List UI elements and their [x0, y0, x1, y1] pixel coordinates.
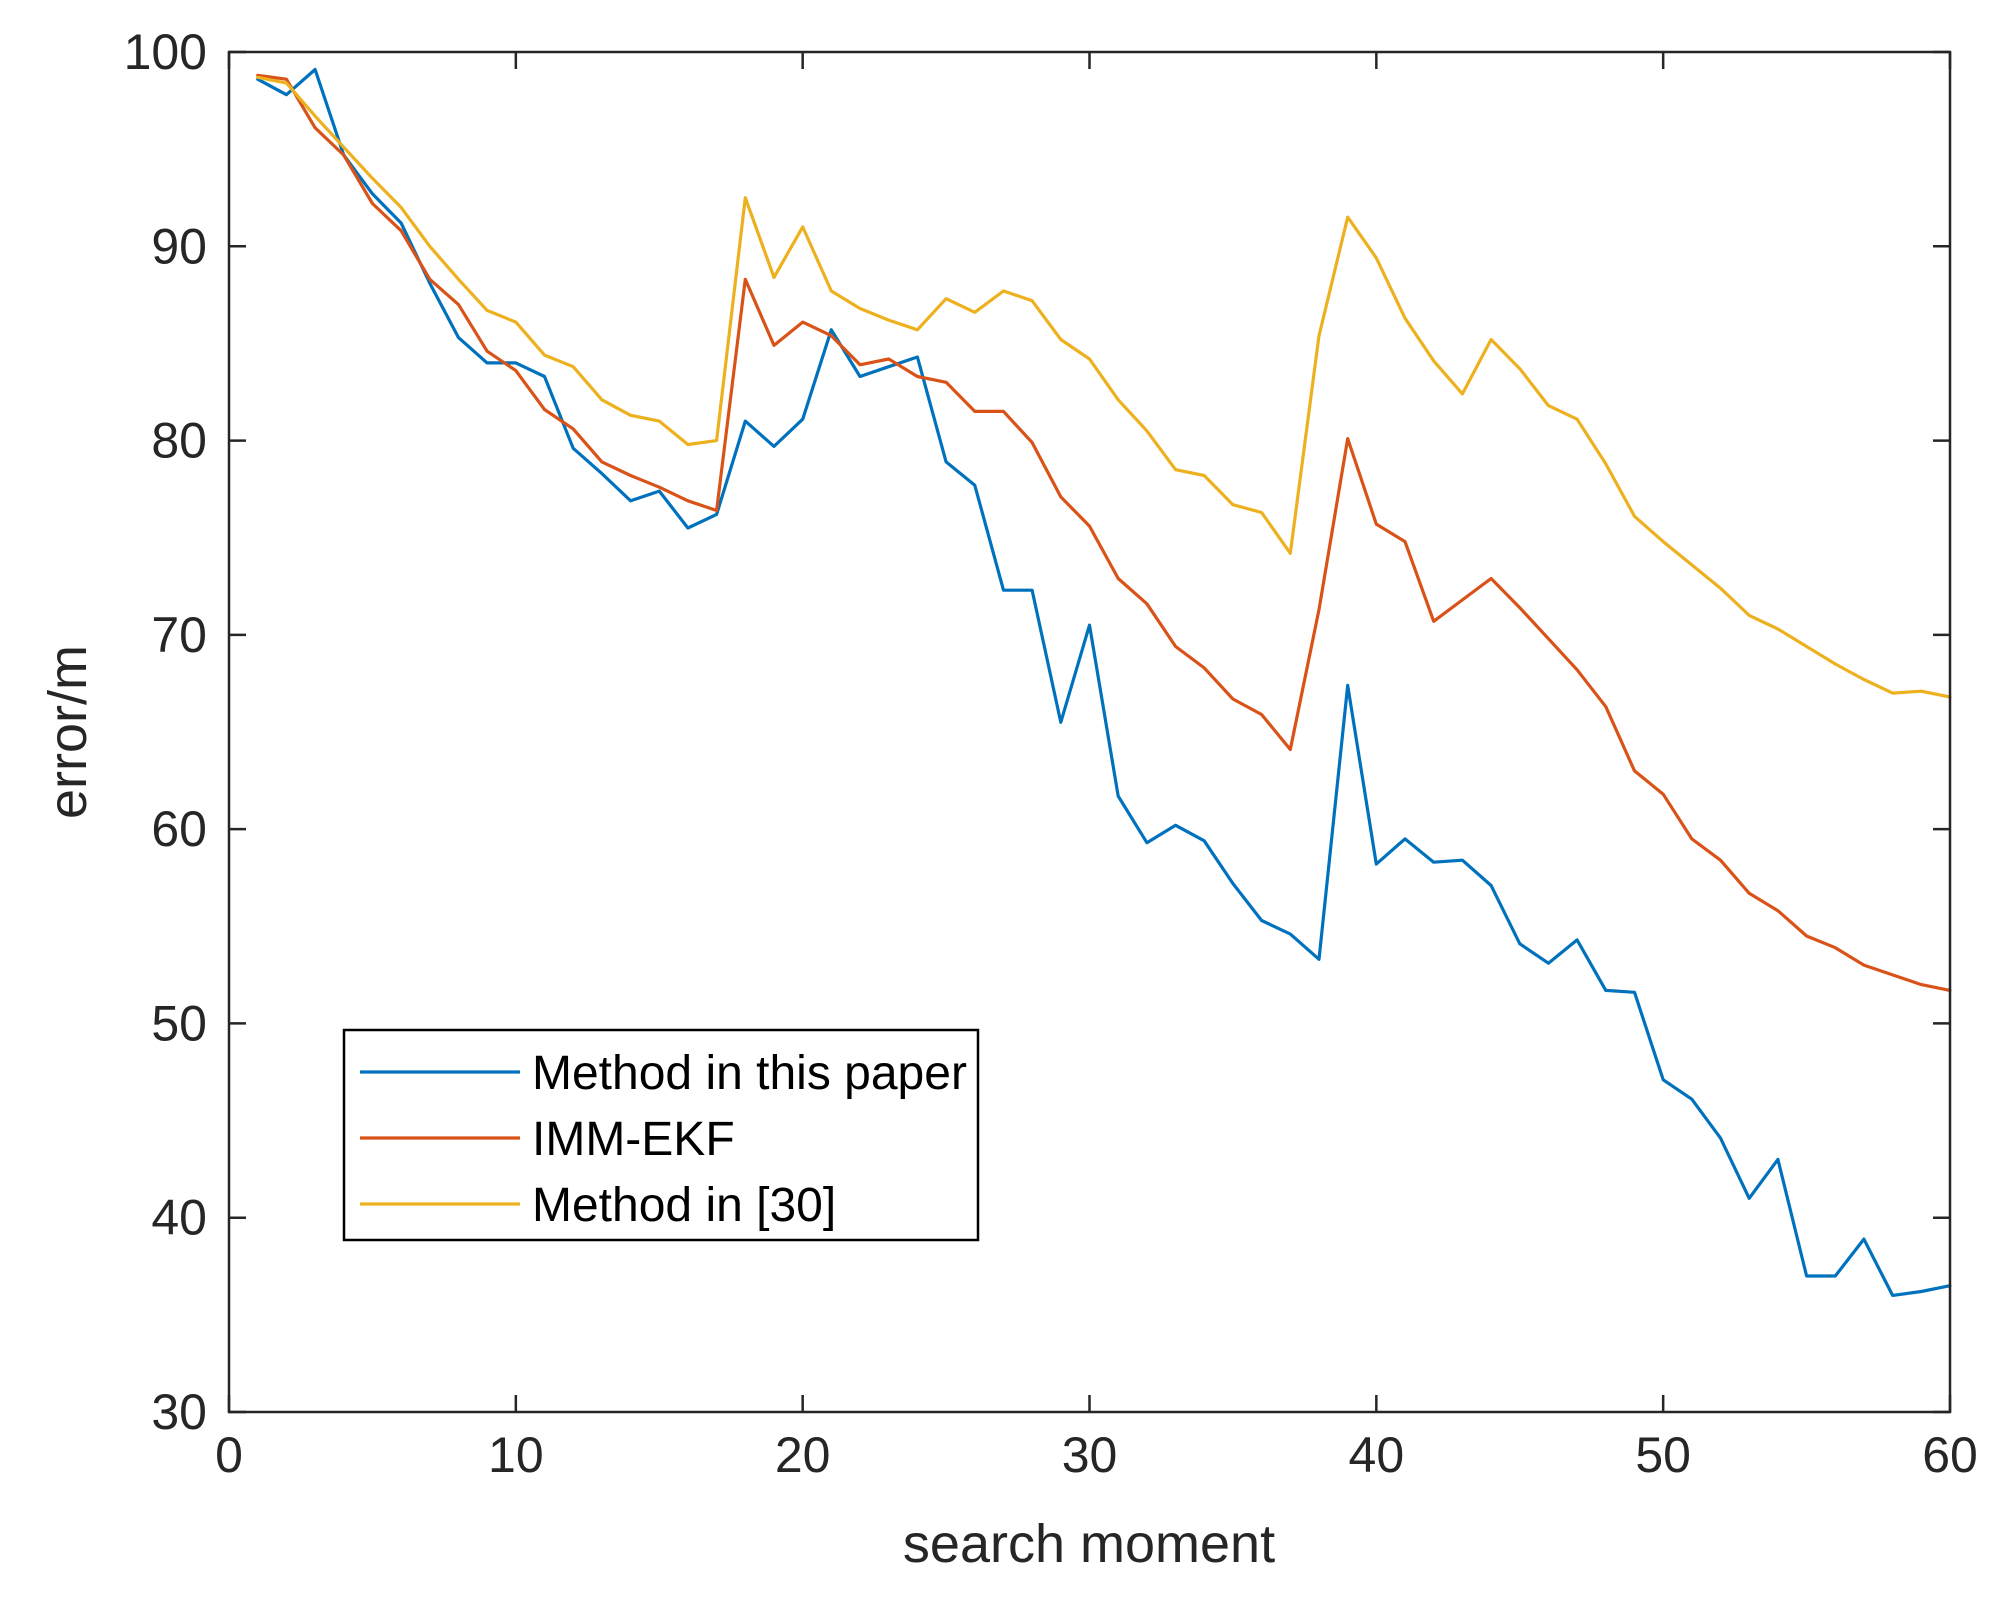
- x-tick-label: 50: [1635, 1427, 1691, 1483]
- x-tick-label: 60: [1922, 1427, 1978, 1483]
- y-tick-label: 60: [151, 801, 207, 857]
- legend-entries: Method in this paper IMM-EKF Method in [30…: [360, 1047, 967, 1232]
- x-tick-label: 20: [775, 1427, 831, 1483]
- y-tick-label: 40: [151, 1190, 207, 1246]
- y-tick-label: 80: [151, 413, 207, 469]
- legend: Method in this paper IMM-EKF Method in [30…: [342, 1028, 980, 1242]
- y-tick-label: 100: [124, 24, 207, 80]
- x-axis-title: search moment: [903, 1514, 1275, 1574]
- plot-frame: [227, 50, 1952, 1414]
- y-tick-label: 70: [151, 607, 207, 663]
- legend-label-1: Method in this paper: [532, 1047, 967, 1100]
- tick-labels: 0 10 20 30 40 50 60 30 40 50 60 70 80 90 100: [124, 24, 1978, 1483]
- x-tick-label: 0: [215, 1427, 243, 1483]
- x-tick-label: 40: [1349, 1427, 1405, 1483]
- y-tick-label: 50: [151, 995, 207, 1051]
- x-tick-label: 10: [488, 1427, 544, 1483]
- y-axis-title: error/m: [38, 645, 98, 819]
- legend-label-3: Method in [30]: [532, 1179, 836, 1232]
- series-line-3: [256, 75, 1952, 699]
- series-line-2: [256, 73, 1952, 993]
- series-line-1: [256, 67, 1952, 1298]
- legend-label-2: IMM-EKF: [532, 1113, 735, 1166]
- y-tick-label: 30: [151, 1384, 207, 1440]
- series-lines: [256, 67, 1952, 1298]
- x-tick-label: 30: [1062, 1427, 1118, 1483]
- y-tick-label: 90: [151, 218, 207, 274]
